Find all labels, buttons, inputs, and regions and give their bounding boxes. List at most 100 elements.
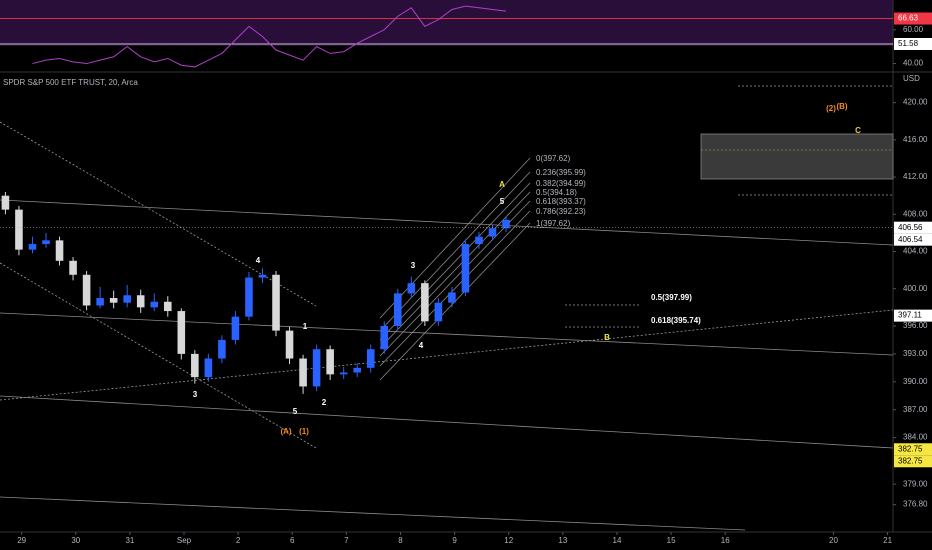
candle-body <box>353 367 361 373</box>
x-tick-label: 30 <box>71 536 80 545</box>
trend-line <box>0 395 894 449</box>
candle-body <box>312 349 321 387</box>
x-tick-label: 2 <box>236 536 241 545</box>
fib-label: 0(397.62) <box>536 154 571 163</box>
x-tick-label: 6 <box>290 536 295 545</box>
candle-body <box>82 274 91 306</box>
candle-body <box>394 293 402 326</box>
drawings <box>0 85 894 531</box>
rsi-tag-label: 66.63 <box>898 14 919 23</box>
fib-line <box>379 182 531 341</box>
candle-body <box>258 274 267 278</box>
wave-label: (B) <box>836 102 847 111</box>
candle-body <box>475 236 483 245</box>
x-tick-label: 8 <box>398 536 403 545</box>
price-tag-label: 382.75 <box>898 444 923 453</box>
candle-body <box>299 358 307 387</box>
fib-label: 0.618(393.37) <box>536 197 586 206</box>
wave-label: A <box>499 180 505 189</box>
y-tick-label: 408.00 <box>903 209 928 218</box>
y-tick-label: 396.00 <box>903 321 928 330</box>
fib-label: 1(397.62) <box>536 219 571 228</box>
fib-label: 0.236(395.99) <box>536 168 586 177</box>
candle-body <box>421 283 429 322</box>
wave-label: (2) <box>826 104 836 113</box>
candle-body <box>55 240 64 261</box>
x-tick-label: 21 <box>883 536 892 545</box>
wave-label: 3 <box>411 261 416 270</box>
x-tick-label: 16 <box>721 536 730 545</box>
chart-title: SPDR S&P 500 ETF TRUST, 20, Arca <box>3 78 138 87</box>
candle-body <box>366 349 375 368</box>
price-tag <box>894 221 932 234</box>
x-tick-label: Sep <box>177 536 192 545</box>
currency: USD <box>903 74 920 83</box>
price-tag <box>894 455 932 468</box>
candle-body <box>163 301 172 312</box>
rsi-line <box>32 5 507 68</box>
candle-body <box>69 260 77 275</box>
y-tick-label: 412.00 <box>903 172 928 181</box>
candle-body <box>136 295 145 308</box>
y-tick-label: 400.00 <box>903 284 928 293</box>
candle-body <box>285 330 294 359</box>
candle-body <box>434 302 443 322</box>
x-tick-label: 14 <box>613 536 622 545</box>
candle-body <box>150 301 159 308</box>
price-tag <box>894 309 932 322</box>
wave-label: B <box>604 333 610 342</box>
trend-line <box>0 199 894 246</box>
candle-body <box>109 298 118 303</box>
trend-line <box>0 312 894 356</box>
candle-body <box>28 244 37 250</box>
x-tick-label: 13 <box>558 536 567 545</box>
price-tag-label: 406.56 <box>898 223 923 232</box>
candle-body <box>123 295 131 303</box>
candle-body <box>42 240 50 245</box>
candle-body <box>502 219 510 229</box>
candle-body <box>448 292 456 303</box>
rsi-tick-label: 40.00 <box>903 59 924 68</box>
candle-body <box>326 349 334 375</box>
fib-line <box>379 191 531 349</box>
candle-body <box>231 316 240 340</box>
candle-body <box>1 195 10 210</box>
wave-label: 4 <box>419 341 424 350</box>
fib-line <box>379 171 531 332</box>
candle-body <box>15 209 23 250</box>
candle-body <box>245 277 253 317</box>
price-tag-label: 397.11 <box>898 311 922 320</box>
fib-line <box>379 210 531 367</box>
fib-label: 0.5(394.18) <box>536 188 577 197</box>
wave-label: (1) <box>299 427 309 436</box>
candle-body <box>488 228 497 237</box>
x-tick-label: 12 <box>504 536 513 545</box>
fib-line <box>379 157 531 319</box>
candle-body <box>191 353 199 378</box>
rsi-tag <box>894 37 932 50</box>
y-tick-label: 384.00 <box>903 433 928 442</box>
retracement-label: 0.5(397.99) <box>651 293 692 302</box>
fib-label: 0.382(394.99) <box>536 179 586 188</box>
x-tick-label: 20 <box>829 536 838 545</box>
y-tick-label: 387.00 <box>903 405 928 414</box>
candle-body <box>204 358 213 378</box>
candle-body <box>272 274 280 331</box>
price-tag <box>894 233 932 246</box>
wave-label: 2 <box>322 398 327 407</box>
candle-body <box>339 372 348 375</box>
retracement-label: 0.618(395.74) <box>651 316 701 325</box>
x-tick-label: 15 <box>667 536 676 545</box>
candle-body <box>380 325 389 350</box>
rsi-band <box>0 0 893 46</box>
x-tick-label: 7 <box>344 536 349 545</box>
wave-label: 5 <box>293 407 298 416</box>
price-tag <box>894 443 932 456</box>
candle-body <box>177 311 186 354</box>
y-tick-label: 390.00 <box>903 377 928 386</box>
price-tag-label: 406.54 <box>898 235 923 244</box>
wave-label: 5 <box>500 197 505 206</box>
fib-label: 0.786(392.23) <box>536 207 586 216</box>
candle-body <box>96 298 104 306</box>
